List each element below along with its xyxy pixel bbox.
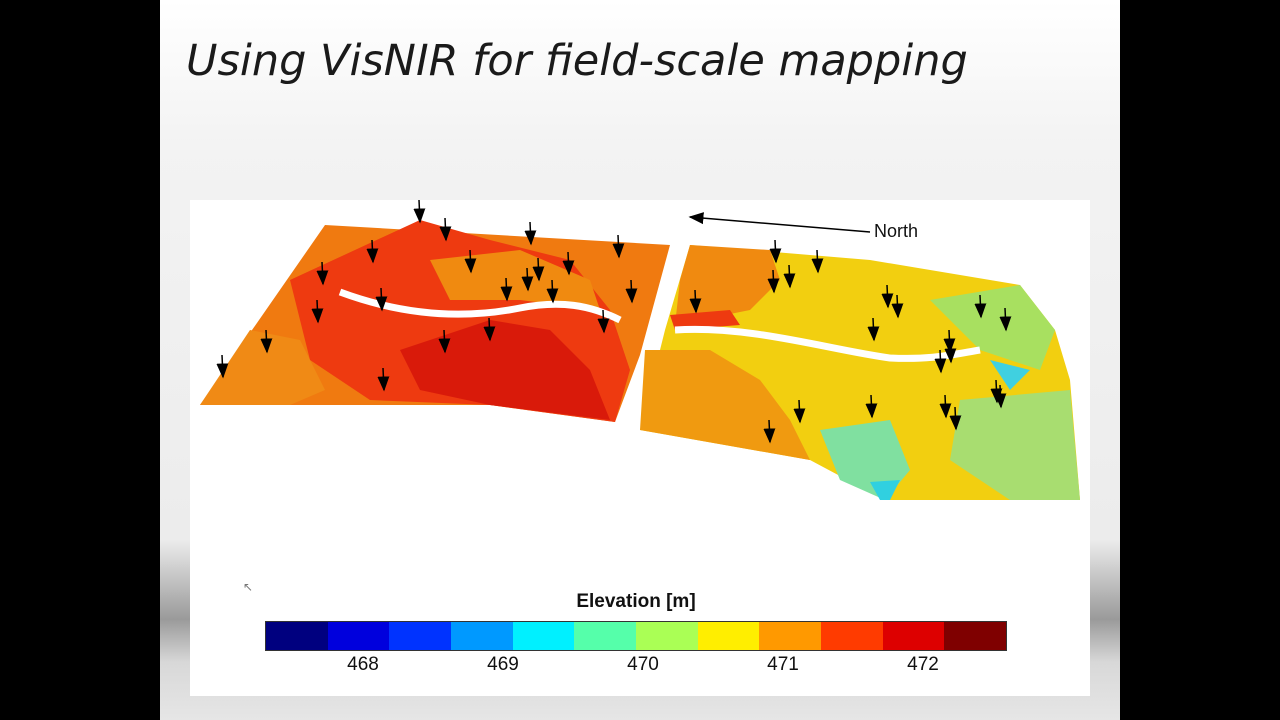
sample-point-arrow [521, 267, 534, 292]
presentation-slide: Using VisNIR for field-scale mapping [160, 0, 1120, 720]
sample-point-arrow [377, 367, 390, 392]
colorbar-tick-label: 472 [907, 654, 939, 675]
sample-point-arrow [769, 239, 782, 264]
colorbar-tick-label: 470 [627, 654, 659, 675]
sample-point-arrow [612, 234, 625, 259]
sample-arrows [216, 200, 1012, 444]
sample-point-arrow [439, 217, 452, 242]
sample-point-arrow [316, 261, 329, 286]
sample-point-arrow [438, 329, 451, 354]
colorbar-step [944, 622, 1007, 650]
sample-point-arrow [311, 299, 324, 324]
colorbar-tick-label: 469 [487, 654, 519, 675]
colorbar-step [821, 622, 883, 650]
sample-point-arrow [994, 384, 1007, 409]
sample-point-arrow [524, 221, 537, 246]
colorbar-step [266, 622, 328, 650]
sample-point-arrow [500, 277, 513, 302]
mouse-cursor-icon: ↖ [243, 580, 254, 594]
terrain-map [200, 200, 1080, 500]
sample-point-arrow [999, 307, 1012, 332]
colorbar-step [759, 622, 822, 650]
sample-point-arrow [891, 294, 904, 319]
colorbar-step [327, 622, 390, 650]
sample-point-arrow [811, 249, 824, 274]
sample-point-arrow [597, 309, 610, 334]
colorbar-step [882, 622, 945, 650]
sample-point-arrow [990, 379, 1003, 404]
sample-point-arrow [881, 284, 894, 309]
sample-point-arrow [865, 394, 878, 419]
sample-point-arrow [366, 239, 379, 264]
colorbar-step [389, 622, 452, 650]
sample-point-arrow [216, 354, 229, 379]
sample-point-arrow [546, 279, 559, 304]
colorbar-step [636, 622, 698, 650]
sample-point-arrow [763, 419, 776, 444]
sample-point-arrow [939, 394, 952, 419]
sample-point-arrow [413, 200, 426, 224]
elevation-figure: North Elevation [m] 468 469 470 471 472 [190, 200, 1090, 696]
sample-point-arrow [793, 399, 806, 424]
sample-point-arrow [260, 329, 273, 354]
sample-point-arrow [689, 289, 702, 314]
slide-title: Using VisNIR for field-scale mapping [186, 36, 968, 86]
sample-point-arrow [562, 251, 575, 276]
sample-point-arrow [767, 269, 780, 294]
colorbar-tick-label: 471 [767, 654, 799, 675]
sample-point-arrow [464, 249, 477, 274]
sample-point-arrow [974, 294, 987, 319]
sample-point-arrow [949, 406, 962, 431]
sample-point-arrow [532, 257, 545, 282]
sample-point-arrow [783, 264, 796, 289]
colorbar [265, 621, 1007, 651]
left-field [200, 220, 670, 422]
sample-point-arrow [483, 317, 496, 342]
colorbar-step [451, 622, 513, 650]
colorbar-title-text: Elevation [m] [576, 591, 696, 612]
sample-point-arrow [375, 287, 388, 312]
sample-point-arrow [944, 339, 957, 364]
sample-point-arrow [934, 349, 947, 374]
sample-point-arrow [625, 279, 638, 304]
colorbar-step [697, 622, 760, 650]
colorbar-step [512, 622, 575, 650]
north-label: North [874, 221, 919, 241]
colorbar-step [574, 622, 637, 650]
colorbar-tick-label: 468 [347, 654, 379, 675]
north-arrow [688, 212, 871, 233]
colorbar-title: Elevation [m] [190, 591, 1090, 613]
sample-point-arrow [867, 317, 880, 342]
right-field [640, 245, 1080, 500]
